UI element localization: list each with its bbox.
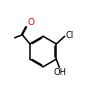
Text: O: O xyxy=(27,18,34,27)
Text: Cl: Cl xyxy=(66,31,74,40)
Text: OH: OH xyxy=(53,68,66,77)
